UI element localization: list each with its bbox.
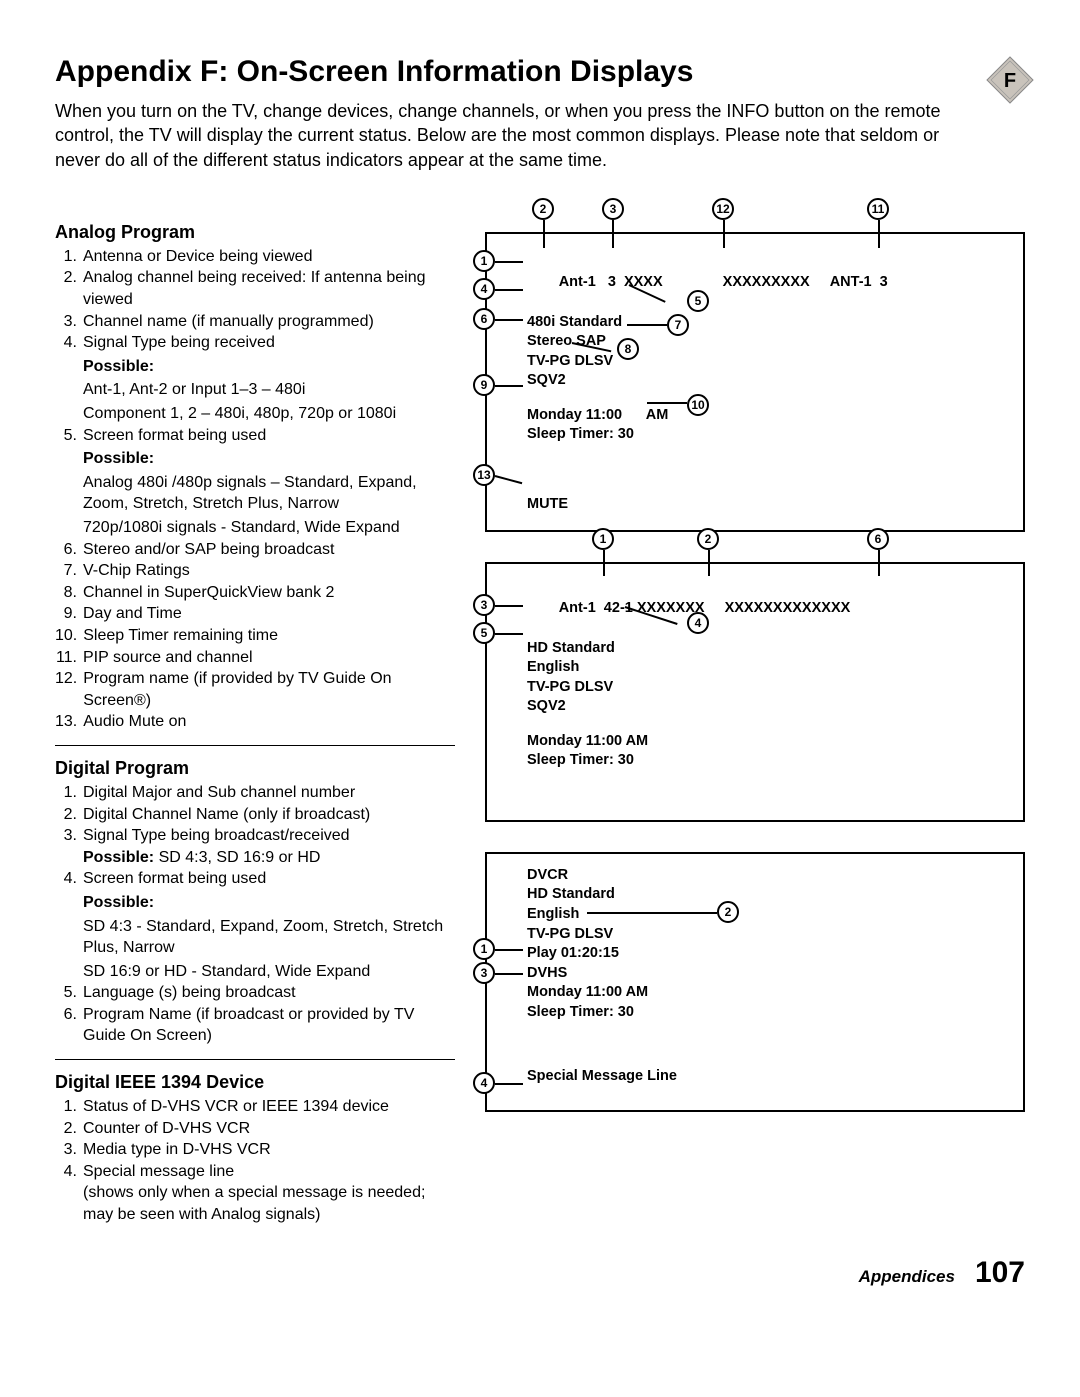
callout-8: 8 (617, 338, 639, 360)
list-item: 2.Digital Channel Name (only if broadcas… (55, 804, 455, 826)
ieee-title: Digital IEEE 1394 Device (55, 1072, 455, 1093)
callout-3: 3 (473, 594, 495, 616)
d-text: Monday 11:00 AM (527, 983, 1011, 1003)
list-item: 3.Signal Type being broadcast/receivedPo… (55, 825, 455, 868)
d-text: 480i Standard (527, 313, 1011, 333)
callout-2: 2 (697, 528, 719, 550)
list-item: 10.Sleep Timer remaining time (55, 625, 455, 647)
callout-6: 6 (473, 308, 495, 330)
digital-title: Digital Program (55, 758, 455, 779)
d-text: SQV2 (527, 697, 1011, 717)
callout-13: 13 (473, 464, 495, 486)
analog-title: Analog Program (55, 222, 455, 243)
list-item: 2.Analog channel being received: If ante… (55, 267, 455, 310)
list-item: 1.Status of D-VHS VCR or IEEE 1394 devic… (55, 1096, 455, 1118)
callout-5: 5 (473, 622, 495, 644)
callout-3: 3 (602, 198, 624, 220)
list-item: 3.Channel name (if manually programmed) (55, 311, 455, 333)
ieee-diagram: DVCR HD Standard English 2 TV-PG DLSV Pl… (485, 852, 1025, 1112)
callout-11: 11 (867, 198, 889, 220)
callout-10: 10 (687, 394, 709, 416)
list-item: 4.Special message line(shows only when a… (55, 1161, 455, 1226)
page-title: Appendix F: On-Screen Information Displa… (55, 55, 1025, 89)
d-text: Monday 11:00 AM (527, 732, 1011, 752)
callout-1: 1 (473, 250, 495, 272)
list-item: 8.Channel in SuperQuickView bank 2 (55, 582, 455, 604)
d-text: HD Standard (527, 885, 1011, 905)
d-text: HD Standard (527, 639, 1011, 659)
digital-diagram: 1 2 6 Ant-1 42-1 XXXXXXXXXXXXXXXXXXXX HD… (485, 562, 1025, 822)
callout-2: 2 (717, 901, 739, 923)
svg-text:F: F (1004, 70, 1016, 92)
footer-label: Appendices (859, 1267, 955, 1287)
callout-1: 1 (592, 528, 614, 550)
list-item: 9.Day and Time (55, 603, 455, 625)
page-number: 107 (975, 1256, 1025, 1290)
list-item: 7.V-Chip Ratings (55, 560, 455, 582)
left-column: Analog Program 1.Antenna or Device being… (55, 222, 455, 1226)
list-item: 12.Program name (if provided by TV Guide… (55, 668, 455, 711)
callout-12: 12 (712, 198, 734, 220)
d-text: Monday 11:00 AM (527, 406, 1011, 426)
list-item: 1.Digital Major and Sub channel number (55, 782, 455, 804)
d-text: Ant-1 3 XXXX (559, 274, 663, 290)
d-text: DVHS (527, 964, 1011, 984)
divider (55, 745, 455, 746)
d-text: English (527, 658, 1011, 678)
callout-9: 9 (473, 374, 495, 396)
d-text: ANT-1 3 (830, 274, 888, 290)
callout-1: 1 (473, 938, 495, 960)
list-item: 4.Signal Type being receivedPossible:Ant… (55, 332, 455, 424)
d-text: English (527, 905, 1011, 925)
list-item: 2.Counter of D-VHS VCR (55, 1118, 455, 1140)
list-item: 5.Screen format being usedPossible:Analo… (55, 425, 455, 539)
d-text: Sleep Timer: 30 (527, 1003, 1011, 1023)
right-column: 2 3 12 11 Ant-1 3 XXXXXXXXXXXXXANT-1 3 1… (485, 222, 1025, 1226)
d-text: XXXXXXXXXXXXX (725, 600, 851, 616)
appendix-badge: F (985, 55, 1035, 105)
callout-2: 2 (532, 198, 554, 220)
d-text: Sleep Timer: 30 (527, 425, 1011, 445)
d-text: Special Message Line (527, 1067, 1011, 1087)
list-item: 13.Audio Mute on (55, 711, 455, 733)
d-text: Sleep Timer: 30 (527, 751, 1011, 771)
list-item: 6.Program Name (if broadcast or provided… (55, 1004, 455, 1047)
callout-6: 6 (867, 528, 889, 550)
callout-4: 4 (687, 612, 709, 634)
d-text: MUTE (527, 495, 1011, 515)
digital-list: 1.Digital Major and Sub channel number2.… (55, 782, 455, 1047)
list-item: 11.PIP source and channel (55, 647, 455, 669)
d-text: Play 01:20:15 (527, 944, 1011, 964)
list-item: 6.Stereo and/or SAP being broadcast (55, 539, 455, 561)
ieee-list: 1.Status of D-VHS VCR or IEEE 1394 devic… (55, 1096, 455, 1226)
d-text: TV-PG DLSV (527, 352, 1011, 372)
divider (55, 1059, 455, 1060)
d-text: TV-PG DLSV (527, 925, 1011, 945)
list-item: 3.Media type in D-VHS VCR (55, 1139, 455, 1161)
main-content: Analog Program 1.Antenna or Device being… (55, 222, 1025, 1226)
analog-diagram: 2 3 12 11 Ant-1 3 XXXXXXXXXXXXXANT-1 3 1… (485, 232, 1025, 532)
analog-list: 1.Antenna or Device being viewed2.Analog… (55, 246, 455, 733)
list-item: 5.Language (s) being broadcast (55, 982, 455, 1004)
d-text: DVCR (527, 866, 1011, 886)
list-item: 1.Antenna or Device being viewed (55, 246, 455, 268)
callout-4: 4 (473, 278, 495, 300)
d-text: XXXXXXXXX (723, 274, 810, 290)
page-footer: Appendices 107 (55, 1256, 1025, 1290)
d-text: TV-PG DLSV (527, 678, 1011, 698)
callout-5: 5 (687, 290, 709, 312)
page-header: F Appendix F: On-Screen Information Disp… (55, 55, 1025, 172)
list-item: 4.Screen format being usedPossible:SD 4:… (55, 868, 455, 982)
callout-7: 7 (667, 314, 689, 336)
page-intro: When you turn on the TV, change devices,… (55, 99, 965, 172)
callout-3: 3 (473, 962, 495, 984)
callout-4: 4 (473, 1072, 495, 1094)
d-text: SQV2 (527, 371, 1011, 391)
